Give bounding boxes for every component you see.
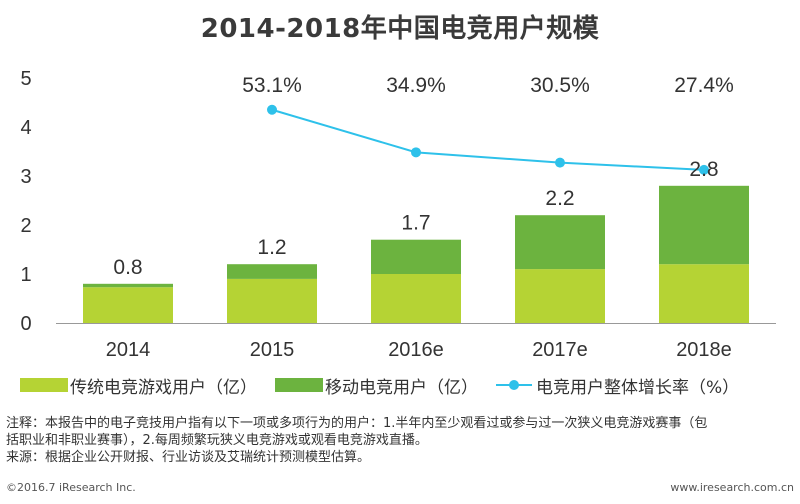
chart: 0 1 2 3 4 5 2014 2015 2016e 2017e 2018e 0.8 1.2 1.7 2… <box>20 68 776 361</box>
footer: ©2016.7 iResearch Inc. www.iresearch.com… <box>6 481 794 494</box>
growth-point <box>699 164 709 175</box>
note-line-1: 注释：本报告中的电子竞技用户指有以下一项或多项行为的用户：1.半年内至少观看过或… <box>6 416 708 431</box>
growth-point <box>555 157 565 168</box>
y-tick-label: 2 <box>20 215 31 237</box>
chart-title: 2014-2018年中国电竞用户规模 <box>200 14 600 44</box>
growth-point <box>267 104 277 115</box>
bar-mobile <box>83 283 173 288</box>
y-tick-label: 3 <box>20 166 31 188</box>
x-tick-label: 2014 <box>106 339 151 361</box>
y-tick-label: 5 <box>20 68 31 90</box>
copyright: ©2016.7 iResearch Inc. <box>6 481 136 494</box>
growth-line <box>271 108 705 171</box>
legend-line-growth <box>496 378 532 392</box>
growth-label: 27.4% <box>674 74 734 97</box>
y-tick-label: 0 <box>20 313 31 335</box>
bar-traditional <box>83 287 173 323</box>
legend-swatch-mobile <box>275 378 323 392</box>
x-tick-label: 2017e <box>532 339 588 361</box>
bar-total-label: 2.8 <box>689 158 718 181</box>
bar-total-label: 2.2 <box>545 187 574 210</box>
website: www.iresearch.com.cn <box>670 481 794 494</box>
bar-total-label: 0.8 <box>113 256 142 279</box>
legend-swatch-traditional <box>20 378 68 392</box>
legend-item-traditional: 传统电竞游戏用户（亿） <box>20 373 257 398</box>
note-line-2: 括职业和非职业赛事），2.每周频繁玩狭义电竞游戏或观看电竞游戏直播。 <box>6 433 428 448</box>
legend-label-growth: 电竞用户整体增长率（%） <box>536 377 740 398</box>
growth-label: 34.9% <box>386 74 446 97</box>
bar-traditional <box>227 278 317 323</box>
bar-mobile <box>659 185 749 265</box>
legend-label-traditional: 传统电竞游戏用户（亿） <box>70 377 257 398</box>
legend-item-growth: 电竞用户整体增长率（%） <box>496 373 739 398</box>
y-tick-label: 1 <box>20 264 31 286</box>
bar-mobile <box>227 264 317 279</box>
bar-total-label: 1.7 <box>401 212 430 235</box>
bar-mobile <box>371 239 461 274</box>
bar-traditional <box>515 269 605 323</box>
x-tick-label: 2015 <box>250 339 295 361</box>
legend-label-mobile: 移动电竞用户（亿） <box>325 377 478 398</box>
y-tick-label: 4 <box>20 117 31 139</box>
x-tick-label: 2016e <box>388 339 444 361</box>
x-tick-label: 2018e <box>676 339 732 361</box>
legend: 传统电竞游戏用户（亿） 移动电竞用户（亿） 电竞用户整体增长率（%） <box>20 372 800 398</box>
bar-traditional <box>371 274 461 323</box>
legend-item-mobile: 移动电竞用户（亿） <box>275 373 478 398</box>
note-source: 来源：根据企业公开财报、行业访谈及艾瑞统计预测模型估算。 <box>6 450 371 465</box>
bar-traditional <box>659 264 749 323</box>
notes: 注释：本报告中的电子竞技用户指有以下一项或多项行为的用户：1.半年内至少观看过或… <box>6 415 796 466</box>
bar-total-label: 1.2 <box>257 236 286 259</box>
growth-label: 30.5% <box>530 74 590 97</box>
bar-mobile <box>515 215 605 270</box>
growth-label: 53.1% <box>242 74 302 97</box>
growth-point <box>411 147 421 158</box>
